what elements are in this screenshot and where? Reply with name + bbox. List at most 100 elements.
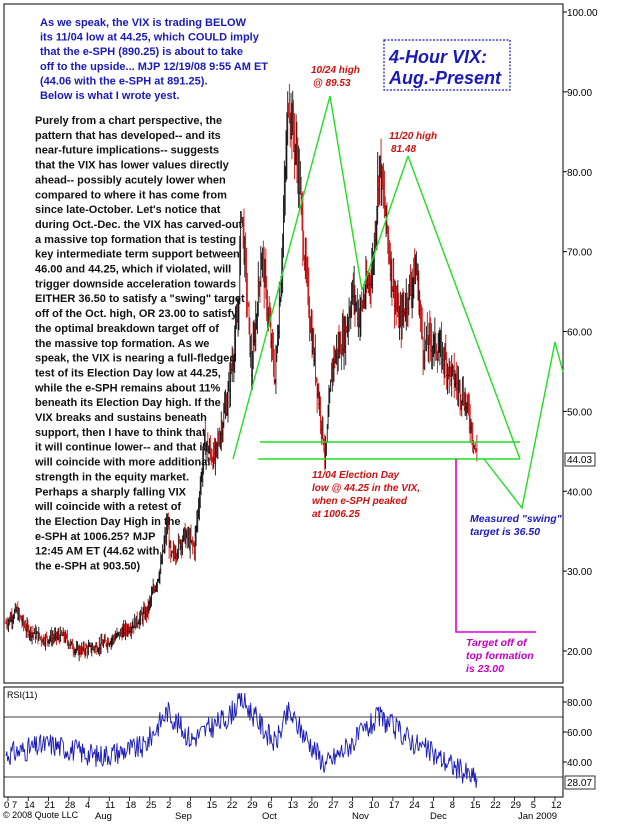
update-note-line: off to the upside... MJP 12/19/08 9:55 A… xyxy=(40,61,268,73)
oct-high-label: 10/24 high xyxy=(311,65,360,76)
update-note: As we speak, the VIX is trading BELOW its… xyxy=(40,17,268,102)
x-tick-label: 13 xyxy=(288,800,299,811)
swing-target-line-2: target is 36.50 xyxy=(470,526,540,538)
top-target-line-1: Target off of xyxy=(466,637,528,649)
top-target-line-2: top formation xyxy=(466,650,534,662)
update-note-line: that the e-SPH (890.25) is about to take xyxy=(40,46,243,58)
rsi-label: RSI(11) xyxy=(7,690,37,700)
election-low-line-2: low @ 44.25 in the VIX, xyxy=(312,483,420,494)
top-formation-projection xyxy=(455,459,536,633)
oct-high-value: @ 89.53 xyxy=(313,78,351,89)
x-tick-label: 28 xyxy=(65,800,76,811)
x-tick-label: 27 xyxy=(328,800,339,811)
top-target-line-3: is 23.00 xyxy=(466,663,504,675)
analysis-note-line: beneath its Election Day high. If the xyxy=(35,397,221,409)
x-tick-label: 2 xyxy=(166,800,171,811)
analysis-note-line: the e-SPH at 903.50) xyxy=(35,561,140,573)
rsi-tick-label: 40.00 xyxy=(567,758,592,769)
pattern-lines xyxy=(232,95,564,633)
rsi-current-box xyxy=(564,775,596,790)
x-tick-label: 12 xyxy=(551,800,562,811)
x-tick-label: 22 xyxy=(227,800,238,811)
analysis-note-line: VIX breaks and sustains beneath xyxy=(35,412,207,424)
analysis-note-line: compared to where it has come from xyxy=(35,189,227,201)
x-tick-label: 14 xyxy=(24,800,35,811)
x-month-label: Jan 2009 xyxy=(518,811,557,821)
y-tick-label: 80.00 xyxy=(567,168,592,179)
x-tick-label: 17 xyxy=(389,800,400,811)
x-tick-label: 6 xyxy=(267,800,272,811)
analysis-note-line: 12:45 AM ET (44.62 with xyxy=(35,546,160,558)
rsi-panel xyxy=(3,686,564,798)
analysis-note-line: near-future implications-- suggests xyxy=(35,145,219,157)
x-tick-label: 24 xyxy=(409,800,420,811)
analysis-note-line: while the e-SPH remains about 11% xyxy=(34,382,220,394)
trendline-nov-drop xyxy=(407,155,521,460)
analysis-note-line: EITHER 36.50 to satisfy a "swing" target xyxy=(35,293,245,305)
x-tick-label: 18 xyxy=(126,800,137,811)
analysis-note-line: the optimal breakdown target off of xyxy=(35,323,219,335)
y-tick-label: 20.00 xyxy=(567,647,592,658)
title-line-1: 4-Hour VIX: xyxy=(388,47,487,67)
trendline-oct-drop xyxy=(329,95,363,291)
copyright: © 2008 Quote LLC xyxy=(3,810,79,820)
analysis-note-line: key intermediate term support between xyxy=(35,249,240,261)
update-note-line: its 11/04 low at 44.25, which COULD impl… xyxy=(40,32,260,44)
analysis-note-line: strength in the equity market. xyxy=(35,471,189,483)
update-note-line: (44.06 with the e-SPH at 891.25). xyxy=(40,75,208,87)
y-tick-label: 60.00 xyxy=(567,328,592,339)
x-tick-label: 29 xyxy=(510,800,521,811)
x-month-label: Oct xyxy=(262,811,277,821)
analysis-note-line: test of its Election Day low at 44.25, xyxy=(35,367,221,379)
analysis-note-line: off of the Oct. high, OR 23.00 to satisf… xyxy=(35,308,238,320)
x-month-label: Sep xyxy=(175,811,192,821)
x-tick-label: 15 xyxy=(207,800,218,811)
x-tick-label: 15 xyxy=(470,800,481,811)
price-y-axis: 100.00 90.00 80.00 70.00 60.00 50.00 40.00 30.0… xyxy=(563,8,598,658)
trendline-nov-rise xyxy=(361,155,409,291)
x-tick-label: 3 xyxy=(348,800,353,811)
x-tick-label: 5 xyxy=(531,800,536,811)
analysis-note-line: ahead-- possibly acutely lower when xyxy=(35,174,226,186)
analysis-note-line: the massive top formation. As we xyxy=(35,338,209,350)
update-note-line: Below is what I wrote yest. xyxy=(40,90,179,102)
analysis-note-line: pattern that has developed-- and its xyxy=(35,130,221,142)
x-month-label: Nov xyxy=(352,811,369,821)
analysis-note-line: that the VIX has lower values directly xyxy=(35,160,230,172)
current-price-label: 44.03 xyxy=(567,455,592,466)
analysis-note-line: will coincide with a retest of xyxy=(34,501,181,513)
analysis-note-line: since late-October. Let's notice that xyxy=(35,204,221,216)
x-tick-label: 20 xyxy=(308,800,319,811)
x-tick-label: 8 xyxy=(450,800,455,811)
rsi-tick-label: 60.00 xyxy=(567,728,592,739)
analysis-note-line: trigger downside acceleration towards xyxy=(35,278,236,290)
rsi-line xyxy=(5,692,478,788)
rsi-current-label: 28.07 xyxy=(567,778,592,789)
price-bars xyxy=(4,83,479,662)
x-tick-label: 8 xyxy=(186,800,191,811)
rsi-tick-label: 80.00 xyxy=(567,698,592,709)
analysis-note-line: support, then I have to think that xyxy=(35,427,206,439)
analysis-note-line: it will continue lower-- and that it xyxy=(35,442,206,454)
election-low-line-3: when e-SPH peaked xyxy=(312,496,408,507)
analysis-note-line: 46.00 and 44.25, which if violated, will xyxy=(35,264,231,276)
x-tick-label: 29 xyxy=(247,800,258,811)
y-tick-label: 50.00 xyxy=(567,407,592,418)
x-tick-label: 25 xyxy=(146,800,157,811)
swing-target-line-1: Measured "swing" xyxy=(470,513,563,525)
analysis-note-line: e-SPH at 1006.25? MJP xyxy=(35,531,155,543)
election-low-line-1: 11/04 Election Day xyxy=(312,470,400,481)
x-tick-label: 0 7 xyxy=(4,800,17,811)
analysis-note-line: will coincide with more additional xyxy=(34,457,210,469)
price-panel xyxy=(3,3,564,684)
title-line-2: Aug.-Present xyxy=(388,68,502,88)
election-low-line-4: at 1006.25 xyxy=(312,509,360,520)
analysis-note-line: during Oct.-Dec. the VIX has carved-out xyxy=(35,219,243,231)
analysis-note-line: speak, the VIX is nearing a full-fledged xyxy=(35,353,236,365)
y-tick-label: 30.00 xyxy=(567,567,592,578)
y-tick-label: 70.00 xyxy=(567,248,592,259)
x-month-label: Dec xyxy=(430,811,447,821)
analysis-note-line: Perhaps a sharply falling VIX xyxy=(35,486,187,498)
x-tick-label: 1 xyxy=(429,800,434,811)
